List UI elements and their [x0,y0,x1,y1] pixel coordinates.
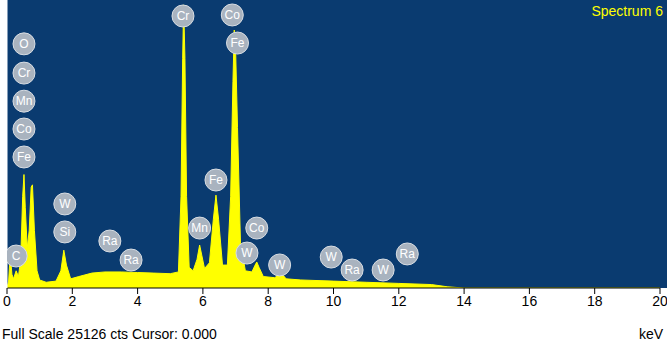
svg-text:Si: Si [59,225,70,239]
svg-text:Co: Co [225,8,241,22]
html-text:Full Scale 25126 cts Cursor: 0: Full Scale 25126 cts Cursor: 0.000 [2,326,217,342]
svg-text:W: W [59,197,71,211]
svg-text:Mn: Mn [191,221,208,235]
svg-text:Fe: Fe [17,150,31,164]
svg-text:O: O [19,37,28,51]
svg-text:Ra: Ra [102,234,118,248]
svg-text:Ra: Ra [344,263,360,277]
svg-text:20: 20 [652,293,659,309]
svg-text:Co: Co [249,221,265,235]
svg-text:Co: Co [16,122,32,136]
svg-text:2: 2 [68,293,76,309]
svg-text:Ra: Ra [400,247,416,261]
svg-text:12: 12 [391,293,407,309]
svg-text:Ra: Ra [123,253,139,267]
svg-text:Mn: Mn [16,94,33,108]
svg-text:Fe: Fe [231,36,245,50]
svg-text:Cr: Cr [177,9,190,23]
svg-text:14: 14 [456,293,472,309]
html-text:keV: keV [638,326,663,342]
svg-text:C: C [12,249,21,263]
svg-text:Fe: Fe [209,173,223,187]
svg-text:W: W [326,250,338,264]
svg-text:18: 18 [587,293,603,309]
svg-text:0: 0 [8,293,11,309]
svg-text:4: 4 [134,293,142,309]
svg-text:W: W [274,258,286,272]
svg-text:10: 10 [326,293,342,309]
svg-text:16: 16 [522,293,538,309]
svg-text:6: 6 [199,293,207,309]
svg-text:8: 8 [264,293,272,309]
svg-text:W: W [241,246,253,260]
svg-text:Cr: Cr [18,66,31,80]
svg-text:W: W [377,263,389,277]
html-text:Spectrum 6: Spectrum 6 [591,3,663,19]
